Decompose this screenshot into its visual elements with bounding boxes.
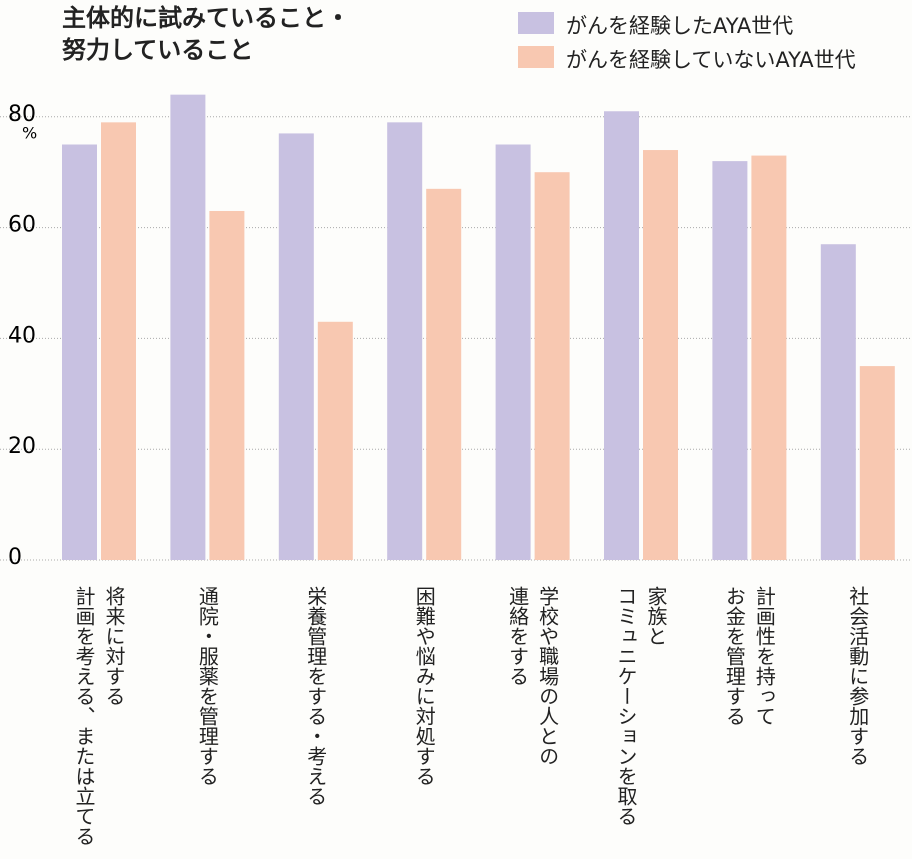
legend-swatch: [518, 46, 554, 68]
bar: [278, 133, 314, 561]
bar: [101, 122, 136, 560]
x-tick-label: 家族と コミュニケーションを取る: [614, 586, 668, 826]
x-tick-label: 将来に対する 計画を考える、または立てる: [72, 586, 126, 846]
y-tick-label: 0: [8, 545, 22, 570]
bar: [604, 111, 639, 560]
y-tick-label: 40: [8, 323, 36, 348]
bar: [170, 94, 206, 560]
bar: [751, 155, 787, 560]
bar: [534, 172, 570, 560]
bar: [62, 144, 97, 560]
bar: [426, 188, 462, 560]
legend-label: がんを経験したAYA世代: [566, 14, 794, 38]
legend-label: がんを経験していないAYA世代: [566, 48, 856, 72]
bar: [820, 244, 856, 560]
y-tick-label: 80: [8, 102, 36, 127]
y-tick-label: 20: [8, 434, 36, 459]
y-tick-label: 60: [8, 213, 36, 238]
x-tick-label: 通院・服薬を管理する: [195, 586, 220, 786]
bar: [859, 366, 895, 560]
x-tick-label: 計画性を持って お金を管理する: [722, 586, 777, 726]
bar: [712, 161, 748, 560]
bar: [495, 144, 531, 560]
bar: [387, 122, 423, 560]
x-tick-label: 社会活動に参加する: [845, 586, 870, 766]
legend-swatch: [518, 12, 554, 34]
bar: [317, 321, 353, 560]
x-tick-label: 困難や悩みに対処する: [412, 586, 437, 786]
chart-title: 主体的に試みていること・ 努力していること: [62, 4, 350, 64]
x-tick-label: 栄養管理をする・考える: [303, 586, 328, 806]
y-unit: %: [22, 123, 37, 142]
bar: [209, 210, 245, 561]
bar: [643, 150, 678, 561]
x-tick-label: 学校や職場の人との 連絡をする: [505, 586, 560, 766]
